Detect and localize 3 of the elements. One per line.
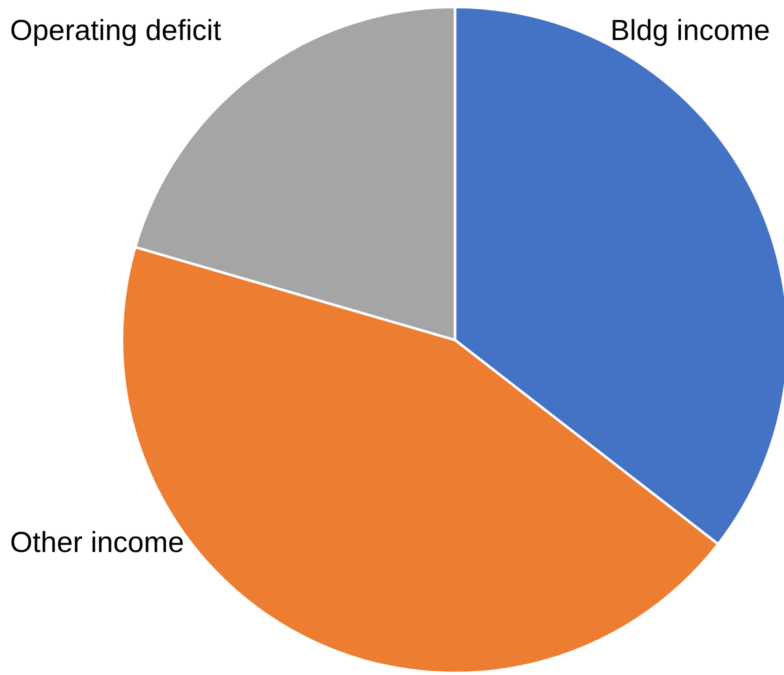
slice-label: Operating deficit <box>10 15 222 47</box>
slice-label: Other income <box>10 527 184 559</box>
slice-label: Bldg income <box>610 15 770 47</box>
